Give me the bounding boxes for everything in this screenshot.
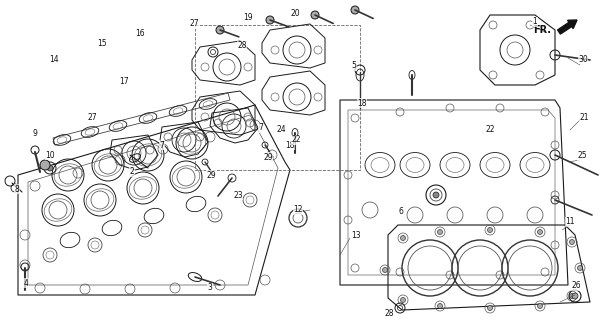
Text: 6: 6: [399, 207, 404, 217]
Text: 11: 11: [565, 218, 575, 227]
Circle shape: [401, 298, 405, 302]
Circle shape: [487, 306, 492, 310]
Text: 5: 5: [351, 61, 356, 70]
Text: 20: 20: [290, 10, 300, 19]
Circle shape: [401, 236, 405, 241]
Text: 2: 2: [130, 167, 134, 177]
Text: 18: 18: [285, 140, 295, 149]
Text: 27: 27: [87, 114, 97, 123]
Text: 25: 25: [577, 151, 587, 161]
Text: 7: 7: [259, 124, 263, 132]
Circle shape: [572, 293, 578, 299]
Text: 22: 22: [291, 135, 300, 145]
Circle shape: [438, 303, 443, 308]
Circle shape: [40, 160, 50, 170]
Circle shape: [569, 293, 574, 299]
Circle shape: [487, 228, 492, 233]
Bar: [195, 25, 360, 170]
Text: 14: 14: [49, 54, 59, 63]
FancyArrow shape: [558, 20, 577, 34]
Text: 16: 16: [135, 29, 145, 38]
Text: FR.: FR.: [533, 25, 551, 35]
Text: 30: 30: [578, 54, 588, 63]
Text: 8: 8: [15, 185, 19, 194]
Text: 24: 24: [276, 125, 286, 134]
Text: 3: 3: [208, 284, 212, 292]
Text: 18: 18: [358, 99, 367, 108]
Text: 28: 28: [237, 42, 247, 51]
Text: 1: 1: [532, 18, 537, 27]
Text: 7: 7: [160, 140, 164, 149]
Text: 29: 29: [206, 171, 216, 180]
Text: 4: 4: [24, 278, 29, 287]
Text: 29: 29: [263, 153, 273, 162]
Circle shape: [266, 16, 274, 24]
Circle shape: [351, 6, 359, 14]
Text: 17: 17: [119, 77, 129, 86]
Circle shape: [438, 229, 443, 235]
Text: 13: 13: [351, 230, 361, 239]
Text: 22: 22: [485, 125, 495, 134]
Text: 19: 19: [243, 13, 253, 22]
Text: 23: 23: [233, 190, 243, 199]
Circle shape: [569, 239, 574, 244]
Circle shape: [311, 11, 319, 19]
Text: 10: 10: [45, 150, 55, 159]
Text: 12: 12: [293, 205, 303, 214]
Circle shape: [47, 165, 53, 171]
Text: 28: 28: [384, 309, 394, 318]
Text: 21: 21: [579, 114, 589, 123]
Circle shape: [433, 192, 439, 198]
Circle shape: [382, 268, 387, 273]
Circle shape: [216, 26, 224, 34]
Text: 9: 9: [33, 129, 38, 138]
Circle shape: [538, 229, 543, 235]
Text: 27: 27: [189, 20, 199, 28]
Text: 26: 26: [571, 282, 581, 291]
Circle shape: [577, 266, 583, 270]
Text: 15: 15: [97, 39, 107, 49]
Circle shape: [538, 303, 543, 308]
